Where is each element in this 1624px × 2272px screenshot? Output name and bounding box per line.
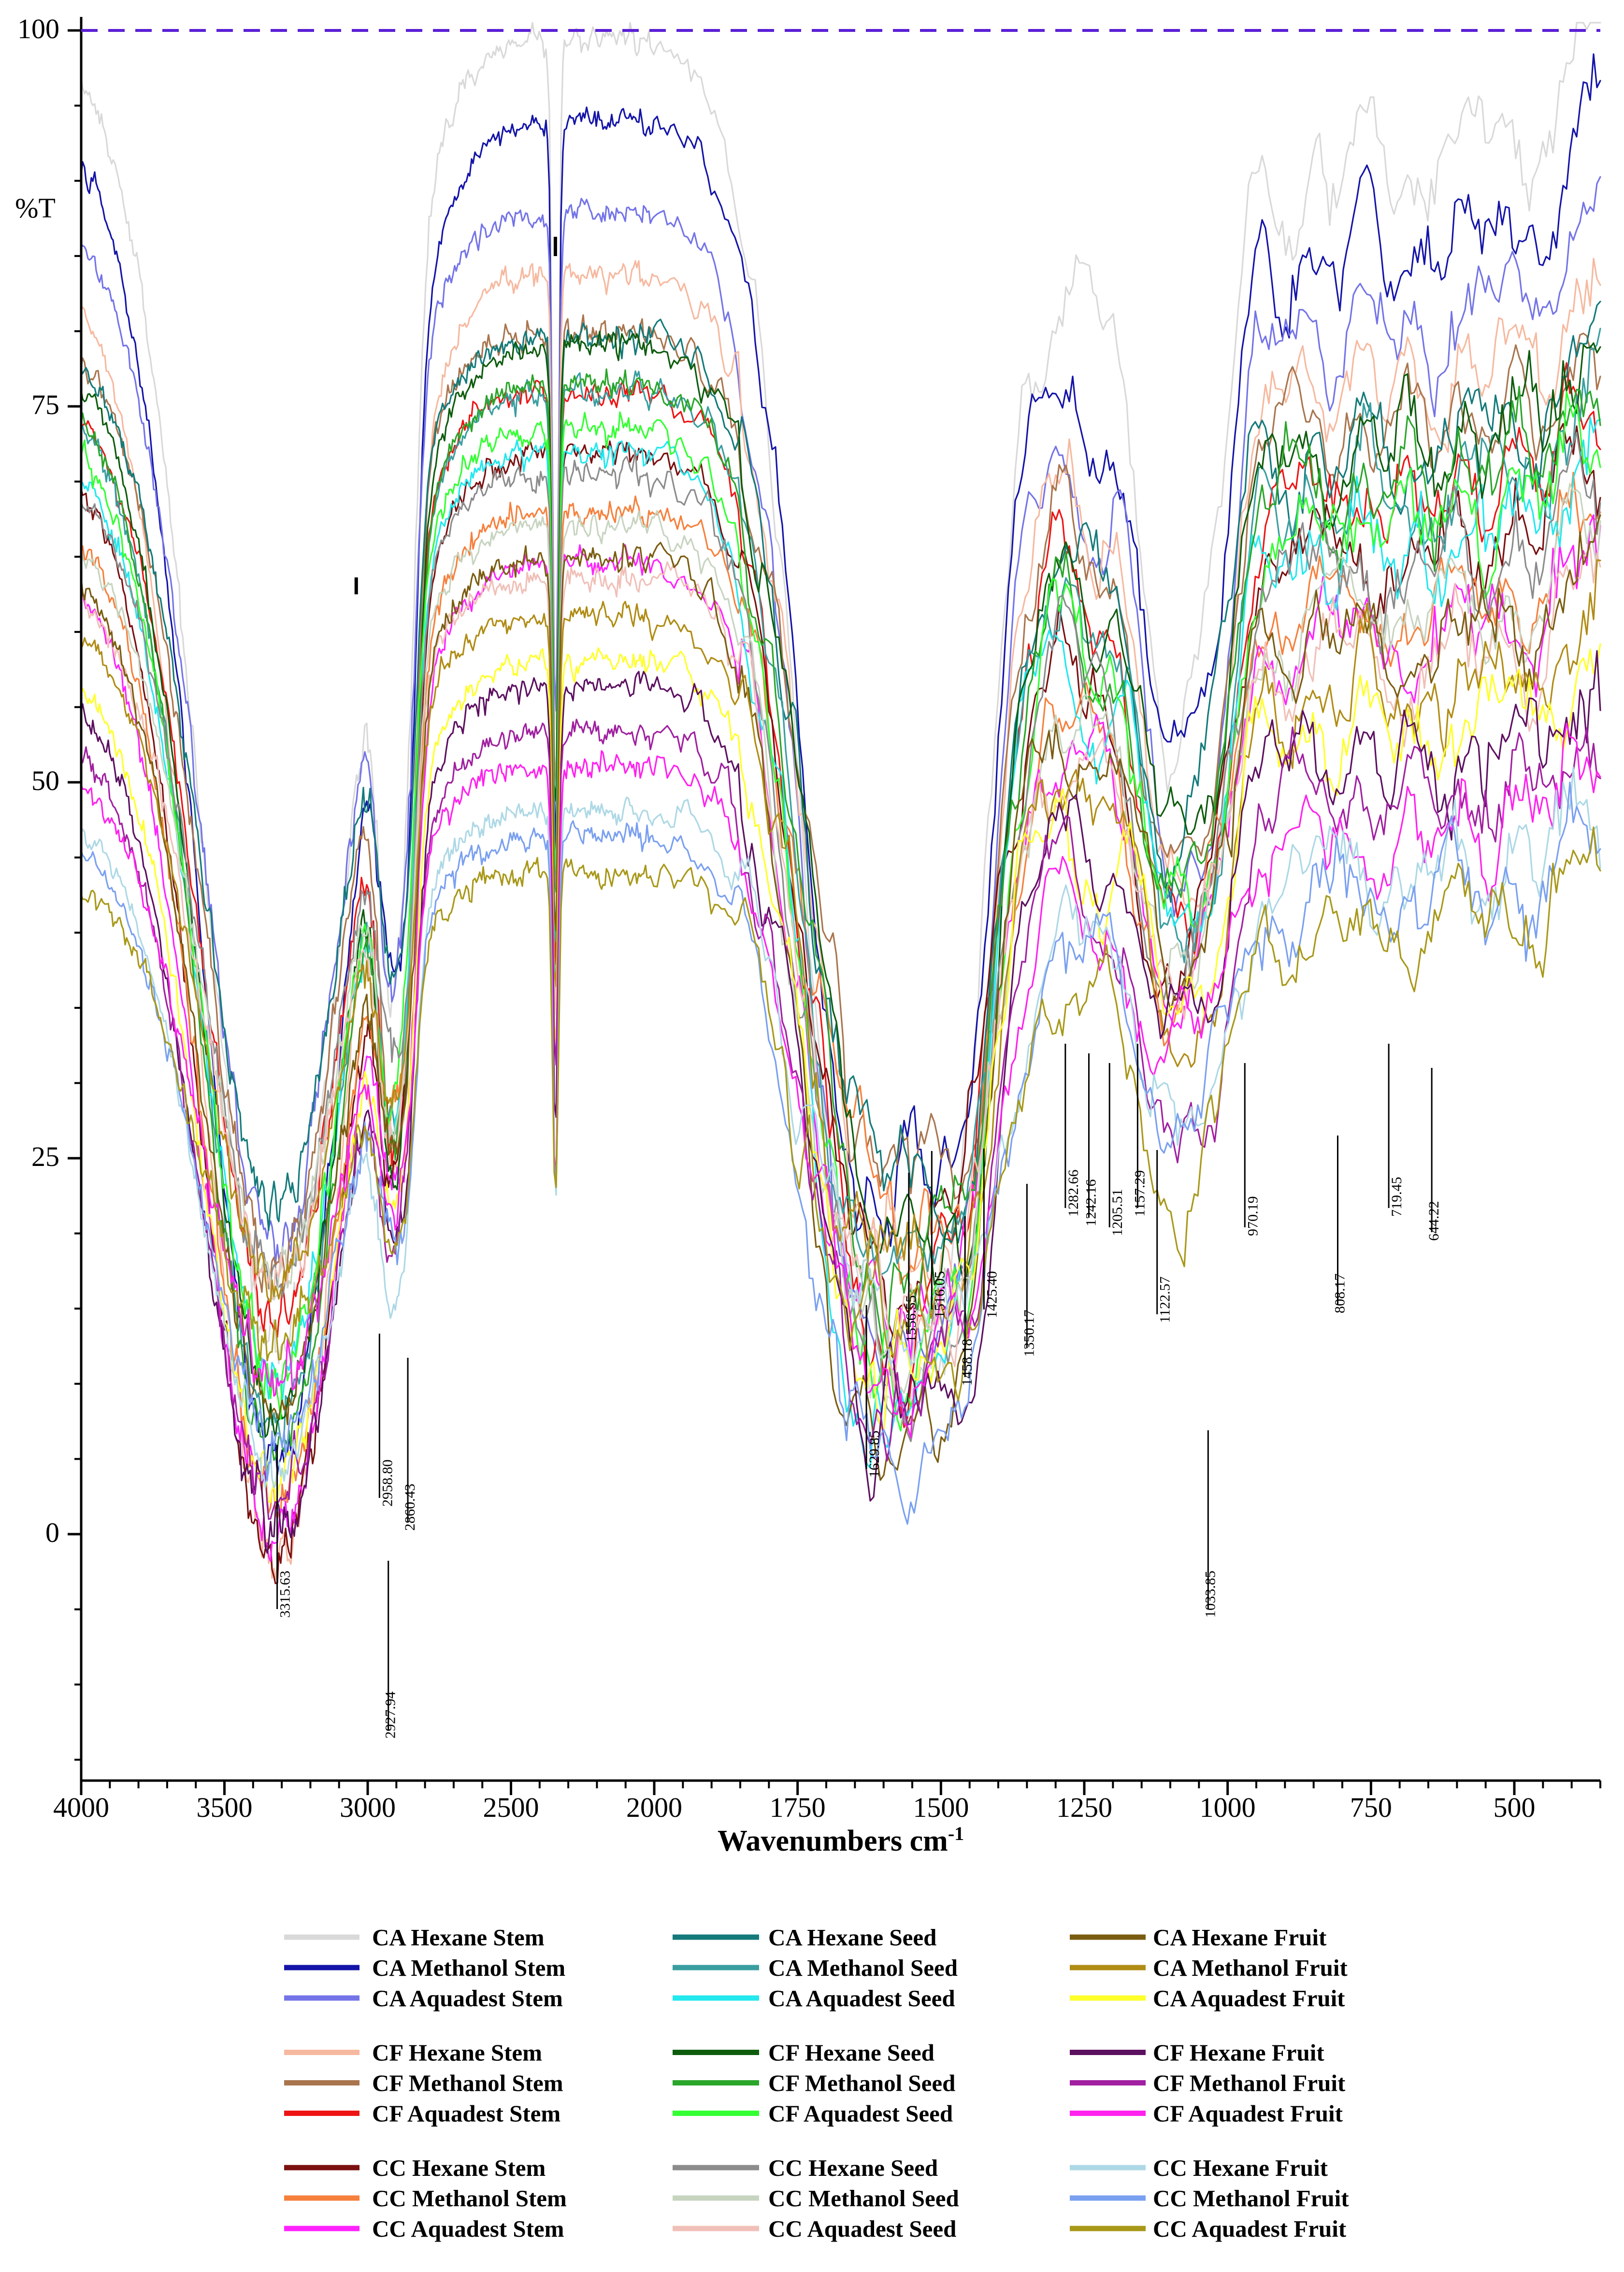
- svg-text:1425.40: 1425.40: [984, 1271, 1000, 1319]
- svg-text:1157.29: 1157.29: [1132, 1170, 1148, 1217]
- svg-text:CA Hexane Stem: CA Hexane Stem: [372, 1924, 545, 1951]
- svg-text:%T: %T: [15, 192, 56, 224]
- svg-text:CF Aquadest Fruit: CF Aquadest Fruit: [1153, 2100, 1343, 2127]
- svg-text:1350.17: 1350.17: [1021, 1310, 1037, 1357]
- svg-text:1250: 1250: [1056, 1792, 1112, 1823]
- svg-text:719.45: 719.45: [1389, 1177, 1405, 1217]
- svg-text:75: 75: [31, 389, 59, 420]
- svg-text:808.17: 808.17: [1332, 1274, 1348, 1314]
- svg-text:1516.05: 1516.05: [932, 1271, 948, 1319]
- svg-text:1500: 1500: [913, 1792, 969, 1823]
- svg-text:500: 500: [1494, 1792, 1536, 1823]
- svg-text:CC Methanol Stem: CC Methanol Stem: [372, 2185, 567, 2212]
- svg-text:CF Aquadest Stem: CF Aquadest Stem: [372, 2100, 560, 2127]
- svg-text:3315.63: 3315.63: [277, 1571, 293, 1618]
- svg-text:4000: 4000: [53, 1792, 109, 1823]
- svg-text:CC Methanol Fruit: CC Methanol Fruit: [1153, 2185, 1349, 2212]
- svg-text:1000: 1000: [1200, 1792, 1256, 1823]
- svg-text:1750: 1750: [770, 1792, 826, 1823]
- svg-text:1458.18: 1458.18: [959, 1339, 975, 1386]
- svg-text:1033.85: 1033.85: [1202, 1571, 1218, 1618]
- svg-text:100: 100: [17, 13, 59, 44]
- svg-text:CA Aquadest Stem: CA Aquadest Stem: [372, 1985, 563, 2012]
- svg-text:CC Aquadest Fruit: CC Aquadest Fruit: [1153, 2215, 1347, 2242]
- svg-text:1282.66: 1282.66: [1065, 1170, 1081, 1217]
- svg-text:2000: 2000: [626, 1792, 682, 1823]
- svg-text:CA Hexane Seed: CA Hexane Seed: [768, 1924, 936, 1951]
- svg-text:1205.51: 1205.51: [1109, 1189, 1125, 1237]
- svg-text:CA Aquadest Fruit: CA Aquadest Fruit: [1153, 1985, 1345, 2012]
- svg-text:CF Aquadest Seed: CF Aquadest Seed: [768, 2100, 953, 2127]
- svg-text:1629.85: 1629.85: [866, 1431, 882, 1478]
- svg-text:CA Methanol Stem: CA Methanol Stem: [372, 1955, 565, 1981]
- svg-text:0: 0: [45, 1517, 59, 1548]
- svg-text:CC Hexane Fruit: CC Hexane Fruit: [1153, 2155, 1328, 2181]
- svg-text:CF Hexane Fruit: CF Hexane Fruit: [1153, 2040, 1324, 2066]
- svg-text:2927.94: 2927.94: [383, 1692, 399, 1739]
- svg-text:CC Methanol Seed: CC Methanol Seed: [768, 2185, 959, 2212]
- svg-text:3500: 3500: [197, 1792, 253, 1823]
- svg-text:CF Hexane Stem: CF Hexane Stem: [372, 2040, 542, 2066]
- svg-text:CC Aquadest Seed: CC Aquadest Seed: [768, 2215, 956, 2242]
- svg-text:750: 750: [1350, 1792, 1392, 1823]
- svg-text:CF Methanol Stem: CF Methanol Stem: [372, 2070, 563, 2097]
- svg-text:2860.43: 2860.43: [402, 1484, 418, 1531]
- svg-text:2958.80: 2958.80: [379, 1460, 395, 1507]
- svg-text:1122.57: 1122.57: [1157, 1277, 1173, 1323]
- svg-text:CF Methanol Seed: CF Methanol Seed: [768, 2070, 955, 2097]
- svg-text:Wavenumbers cm-1: Wavenumbers cm-1: [718, 1823, 964, 1857]
- svg-text:1242.16: 1242.16: [1083, 1179, 1099, 1227]
- svg-text:3000: 3000: [340, 1792, 396, 1823]
- svg-text:CA Aquadest Seed: CA Aquadest Seed: [768, 1985, 955, 2012]
- svg-text:CC Hexane Seed: CC Hexane Seed: [768, 2155, 938, 2181]
- svg-text:970.19: 970.19: [1245, 1196, 1261, 1237]
- svg-text:CF Hexane Seed: CF Hexane Seed: [768, 2040, 934, 2066]
- svg-text:CC Aquadest Stem: CC Aquadest Stem: [372, 2215, 564, 2242]
- svg-text:644.22: 644.22: [1426, 1201, 1442, 1241]
- svg-text:CA Methanol Fruit: CA Methanol Fruit: [1153, 1955, 1348, 1981]
- svg-text:2500: 2500: [483, 1792, 539, 1823]
- svg-text:25: 25: [31, 1141, 59, 1172]
- svg-text:1556.55: 1556.55: [903, 1295, 919, 1343]
- svg-text:CA Hexane Fruit: CA Hexane Fruit: [1153, 1924, 1327, 1951]
- svg-text:CC Hexane Stem: CC Hexane Stem: [372, 2155, 546, 2181]
- svg-text:CA Methanol Seed: CA Methanol Seed: [768, 1955, 958, 1981]
- svg-text:CF Methanol Fruit: CF Methanol Fruit: [1153, 2070, 1346, 2097]
- svg-text:50: 50: [31, 765, 59, 796]
